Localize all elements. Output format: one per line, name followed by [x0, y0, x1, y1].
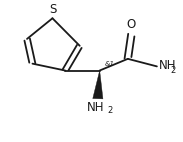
- Text: &1: &1: [104, 61, 114, 67]
- Text: 2: 2: [171, 66, 176, 75]
- Text: O: O: [127, 18, 136, 31]
- Text: NH: NH: [159, 59, 176, 72]
- Polygon shape: [93, 71, 103, 99]
- Text: NH: NH: [87, 101, 105, 114]
- Text: S: S: [49, 3, 56, 16]
- Text: 2: 2: [108, 106, 113, 115]
